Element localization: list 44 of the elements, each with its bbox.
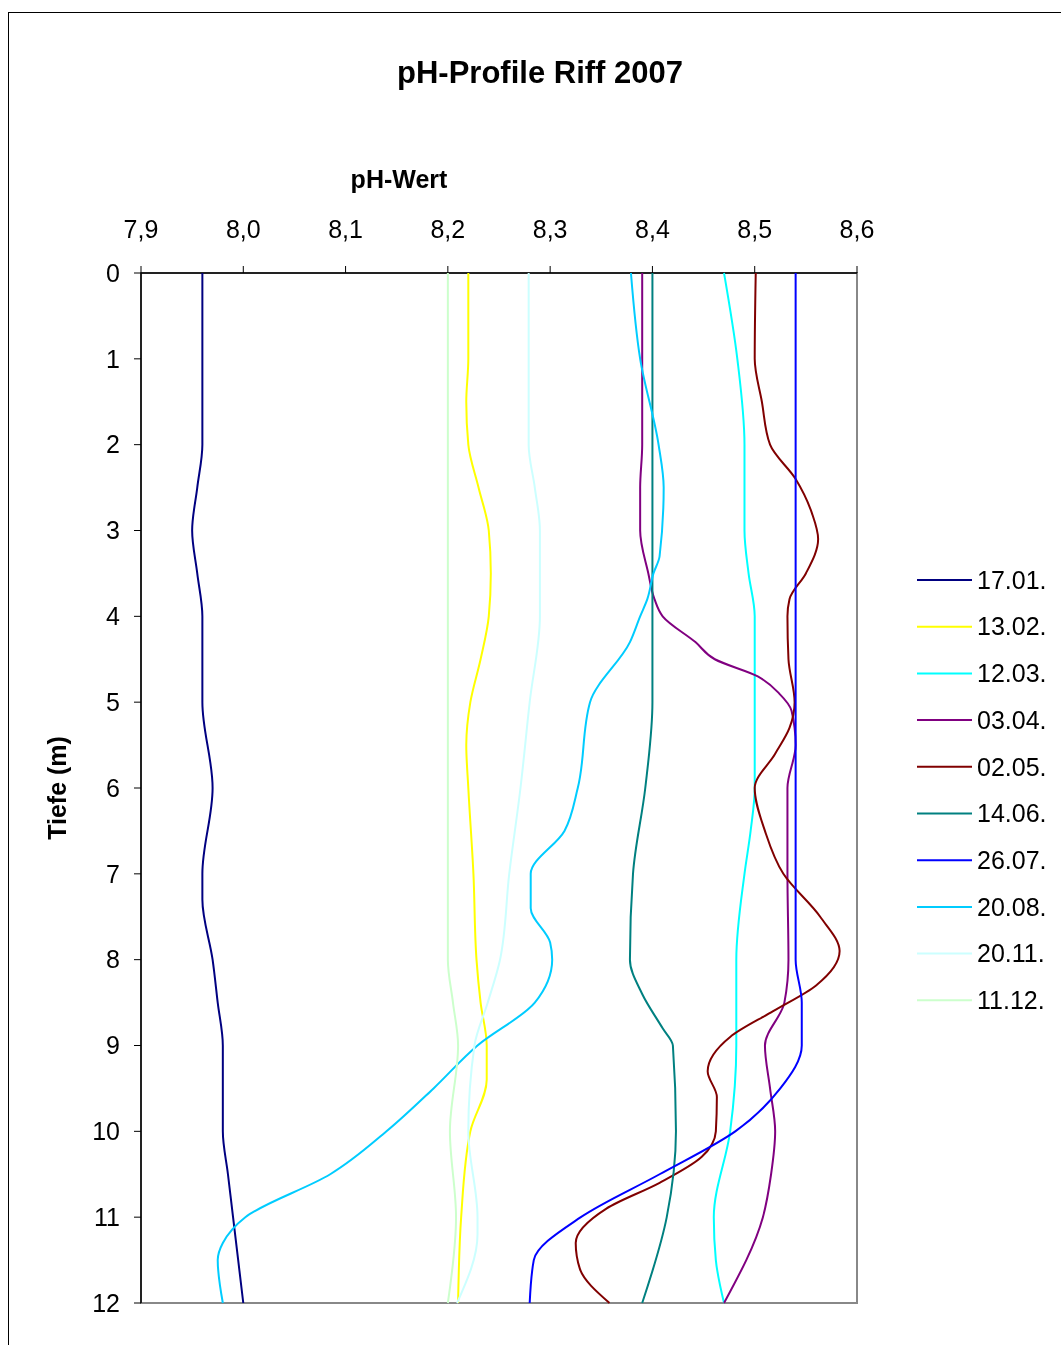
line-series <box>628 272 677 1304</box>
x-tick-label: 8,2 <box>430 215 466 243</box>
x-tick-label: 8,4 <box>635 215 670 243</box>
legend-label: 03.04. <box>977 705 1047 734</box>
legend-label: 20.11. <box>977 939 1045 968</box>
y-axis-title: Tiefe (m) <box>43 736 71 840</box>
y-tick-label: 0 <box>106 258 120 287</box>
line-series <box>456 272 541 1304</box>
line-series <box>457 272 492 1304</box>
legend-label: 12.03. <box>977 659 1047 688</box>
x-tick-label: 8,5 <box>737 215 773 243</box>
legend-label: 14.06. <box>977 799 1047 828</box>
legend-label: 20.08. <box>977 892 1047 921</box>
legend-label: 11.12. <box>977 986 1045 1015</box>
x-tick-label: 8,3 <box>532 215 568 243</box>
y-tick-label: 8 <box>106 945 120 974</box>
legend-label: 13.02. <box>977 612 1047 641</box>
y-tick-label: 2 <box>106 430 120 459</box>
x-tick-label: 7,9 <box>123 215 159 243</box>
y-tick-label: 7 <box>106 859 120 888</box>
legend-label: 02.05. <box>977 752 1047 781</box>
y-tick-label: 3 <box>106 516 120 545</box>
line-series <box>446 272 460 1304</box>
x-tick-label: 8,6 <box>839 215 875 243</box>
line-series <box>574 272 841 1304</box>
y-tick-label: 10 <box>92 1117 120 1146</box>
y-tick-label: 11 <box>94 1202 120 1231</box>
legend-label: 26.07. <box>977 845 1047 874</box>
y-tick-label: 4 <box>106 602 121 631</box>
x-tick-label: 8,1 <box>328 215 363 243</box>
chart-title: pH-Profile Riff 2007 <box>397 55 683 90</box>
y-tick-label: 6 <box>106 773 120 802</box>
y-tick-label: 5 <box>106 687 120 716</box>
x-axis-title: pH-Wert <box>350 165 449 193</box>
x-tick-label: 8,0 <box>225 215 261 243</box>
line-series <box>216 272 665 1304</box>
y-tick-label: 12 <box>92 1288 120 1317</box>
line-series <box>191 272 245 1304</box>
line-series <box>639 272 797 1304</box>
legend-label: 17.01. <box>977 565 1047 594</box>
y-tick-label: 9 <box>106 1031 120 1060</box>
line-series <box>712 272 756 1304</box>
y-tick-label: 1 <box>106 344 120 373</box>
line-series <box>528 272 803 1304</box>
